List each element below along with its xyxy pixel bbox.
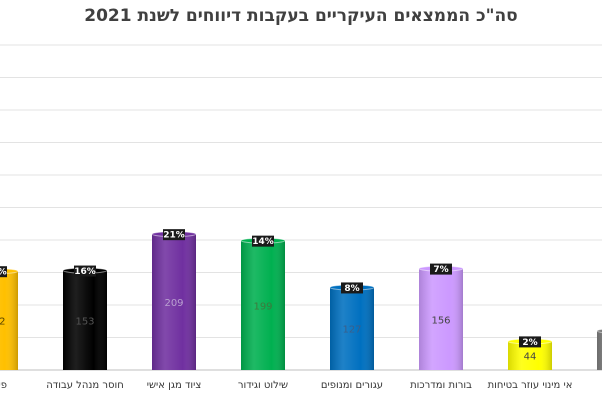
percent-label: 8% [344, 284, 359, 294]
bar-shading [152, 234, 196, 370]
bar-cap [596, 328, 602, 334]
category-label: אי מינוי עוזר בטיחות [488, 380, 573, 391]
percent-label-box [430, 263, 452, 275]
bars [0, 231, 602, 370]
bar-shading [419, 268, 463, 370]
chart-title: סה"כ הממצאים העיקריים בעקבות דיווחים לשנ… [84, 6, 518, 26]
category-label: עגורים ומנופים [321, 380, 383, 391]
bar-shading [597, 331, 602, 370]
bar-shading [63, 270, 107, 370]
category-label: שילוט וגידור [238, 380, 288, 391]
bar-shading [0, 271, 18, 370]
bar-value-label: 152 [0, 317, 6, 328]
bar-value-label: 156 [431, 315, 450, 326]
bar-value-label: 199 [253, 301, 272, 312]
percent-label: 7% [433, 265, 448, 275]
percent-label: 21% [163, 231, 185, 241]
percent-label: 16% [74, 267, 96, 277]
bar-shading [330, 287, 374, 370]
labels: 152 15% פיגום 153 16% חוסר מנהל עבודה 209 21% צי… [0, 229, 572, 391]
bar-value-label: 44 [524, 352, 537, 363]
category-label: בורות ומדרכות [410, 380, 472, 391]
category-label: ציוד מגן אישי [147, 380, 202, 391]
bar-shading [241, 240, 285, 370]
bar-value-label: 127 [342, 325, 361, 336]
category-label: חוסר מנהל עבודה [46, 380, 124, 391]
category-label: פיגום [0, 380, 7, 391]
percent-label: 2% [522, 338, 537, 348]
percent-label-box [0, 266, 7, 278]
percent-label-box [74, 265, 96, 277]
percent-label: 14% [252, 237, 274, 247]
percent-label: 15% [0, 268, 7, 278]
bar-value-label: 209 [164, 298, 183, 309]
bar-value-label: 153 [75, 316, 94, 327]
percent-label-box [252, 235, 274, 247]
percent-label-box [163, 229, 185, 241]
percent-label-box [519, 336, 541, 348]
percent-label-box [341, 282, 363, 294]
